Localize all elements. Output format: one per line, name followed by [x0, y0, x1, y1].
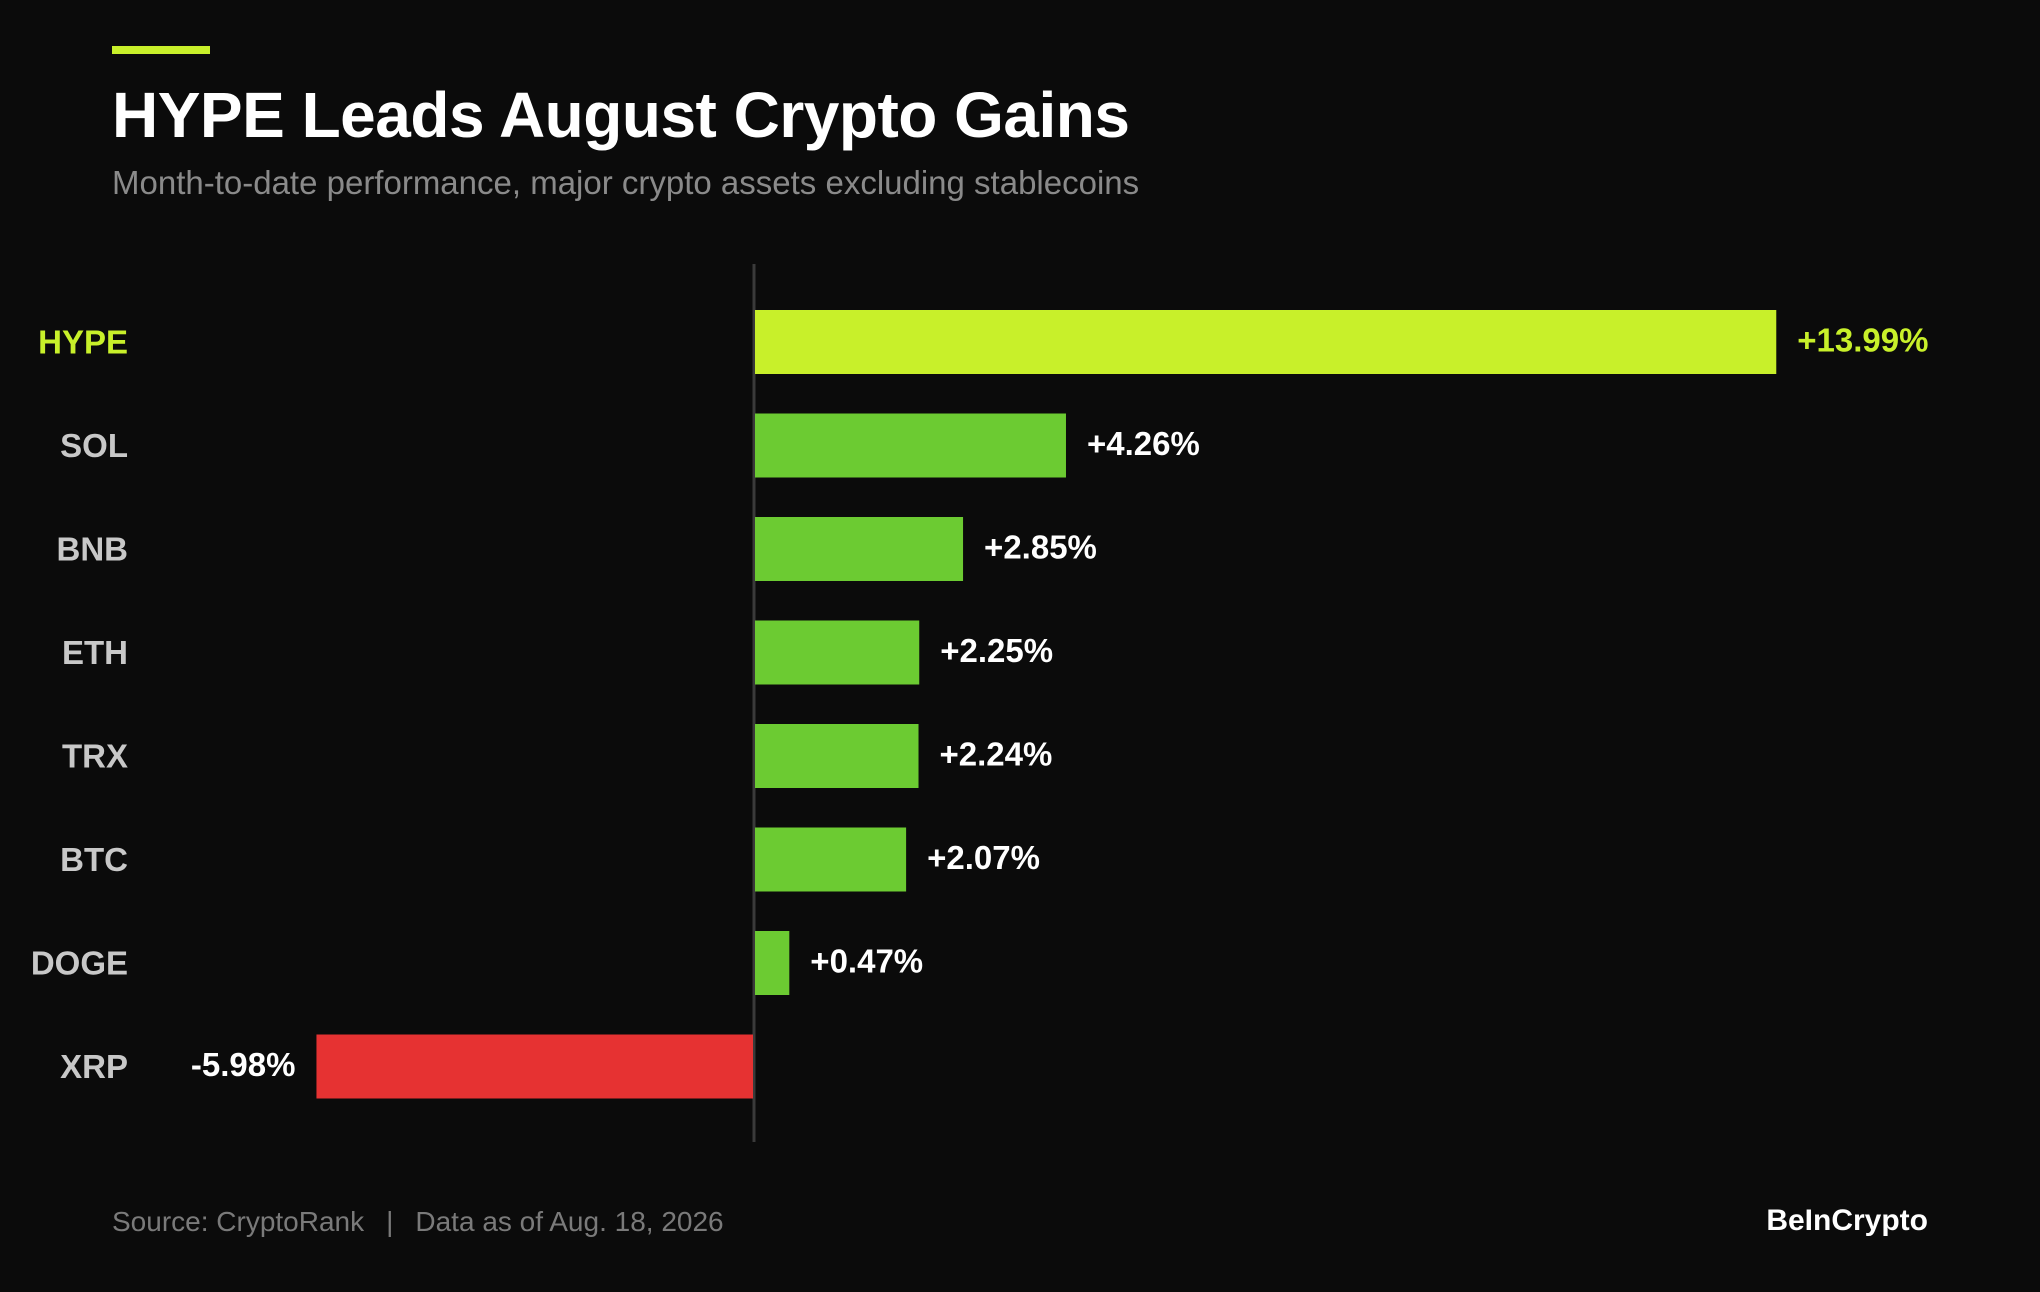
category-label-doge: DOGE [31, 945, 128, 982]
bars-group [316, 310, 1777, 1099]
value-label-xrp: -5.98% [191, 1046, 296, 1083]
data-date-note: Data as of Aug. 18, 2026 [415, 1206, 724, 1237]
value-label-btc: +2.07% [927, 839, 1040, 876]
value-label-eth: +2.25% [940, 632, 1053, 669]
bar-hype [755, 310, 1777, 374]
category-label-hype: HYPE [38, 324, 128, 361]
footer-separator: | [386, 1206, 394, 1237]
category-label-trx: TRX [62, 738, 128, 775]
bar-eth [755, 620, 920, 685]
labels-group: HYPE +13.99% SOL +4.26% BNB +2.85% ETH +2.25% TR… [31, 322, 1929, 1086]
value-label-sol: +4.26% [1087, 425, 1200, 462]
bar-btc [755, 827, 907, 892]
category-label-xrp: XRP [60, 1048, 128, 1085]
bar-sol [755, 413, 1066, 478]
value-label-trx: +2.24% [940, 736, 1053, 773]
category-label-bnb: BNB [57, 531, 129, 568]
chart-subtitle: Month-to-date performance, major crypto … [112, 164, 1140, 201]
value-label-doge: +0.47% [810, 943, 923, 980]
chart-title: HYPE Leads August Crypto Gains [112, 79, 1130, 151]
bar-xrp [316, 1034, 753, 1099]
category-label-eth: ETH [62, 634, 128, 671]
value-label-hype: +13.99% [1797, 322, 1928, 359]
category-label-sol: SOL [60, 427, 128, 464]
source-text: Source: CryptoRank [112, 1206, 365, 1237]
brand-logo-text: BeInCrypto [1766, 1204, 1928, 1237]
title-accent-line [112, 46, 210, 54]
bar-trx [755, 724, 919, 788]
bar-bnb [755, 517, 964, 581]
category-label-btc: BTC [60, 841, 128, 878]
value-label-bnb: +2.85% [984, 529, 1097, 566]
footer-source: Source: CryptoRank | Data as of Aug. 18, 2… [112, 1206, 724, 1238]
bar-doge [755, 931, 790, 995]
